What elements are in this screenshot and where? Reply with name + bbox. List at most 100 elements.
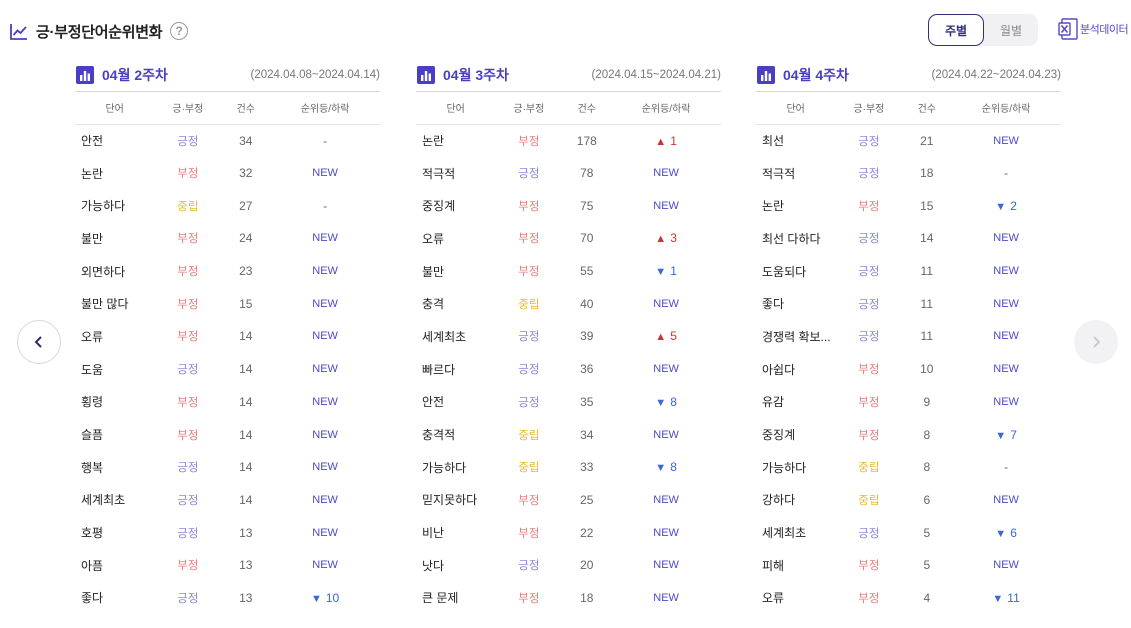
rank-change-cell: NEW (270, 353, 380, 386)
word-cell: 아픔 (81, 558, 104, 573)
word-cell: 최선 (762, 134, 785, 149)
table-row: 믿지못하다 부정 25 NEW (416, 484, 721, 517)
next-button[interactable] (1074, 320, 1118, 364)
export-data-button[interactable]: 분석데이터 (1058, 18, 1129, 40)
table-row: 충격적 중립 34 NEW (416, 418, 721, 451)
sentiment-cell: 부정 (177, 233, 199, 246)
rank-table: 단어 긍·부정 건수 순위등/하락 논란 부정 178 ▲ 1 적극적 긍정 78 NEW 중징계 부정 75… (416, 92, 721, 614)
sentiment-cell: 긍정 (177, 462, 199, 475)
rank-down-icon: ▼ (995, 200, 1007, 213)
sentiment-cell: 긍정 (518, 396, 540, 409)
rank-value: NEW (312, 428, 338, 441)
rank-change-cell: NEW (951, 549, 1061, 582)
period-toggle: 주별 월별 (928, 14, 1038, 46)
table-row: 도움되다 긍정 11 NEW (756, 255, 1061, 288)
rank-down-icon: ▼ (655, 396, 667, 409)
rank-value: NEW (993, 493, 1019, 506)
rank-down-icon: ▼ (995, 429, 1007, 442)
sentiment-cell: 중립 (518, 298, 540, 311)
table-row: 논란 부정 15 ▼ 2 (756, 189, 1061, 222)
rank-change-cell: - (270, 189, 380, 222)
count-cell: 20 (580, 558, 594, 573)
sentiment-cell: 부정 (518, 135, 540, 148)
rank-change-cell: NEW (951, 484, 1061, 517)
table-row: 불만 부정 55 ▼ 1 (416, 255, 721, 288)
word-cell: 아쉽다 (762, 362, 796, 377)
period-monthly-button[interactable]: 월별 (999, 23, 1023, 38)
rank-value: NEW (653, 428, 679, 441)
rank-change-cell: NEW (611, 549, 721, 582)
table-row: 유감 부정 9 NEW (756, 386, 1061, 419)
table-row: 낫다 긍정 20 NEW (416, 549, 721, 582)
column-header-count: 건수 (562, 92, 612, 125)
word-cell: 외면하다 (81, 264, 126, 279)
table-row: 빠르다 긍정 36 NEW (416, 353, 721, 386)
table-row: 중징계 부정 8 ▼ 7 (756, 418, 1061, 451)
word-cell: 세계최초 (762, 526, 807, 541)
rank-change-cell: NEW (951, 320, 1061, 353)
rank-value: NEW (312, 167, 338, 180)
rank-down-icon: ▼ (655, 266, 667, 279)
table-row: 외면하다 부정 23 NEW (75, 255, 380, 288)
rank-value: 2 (1010, 198, 1017, 213)
count-cell: 10 (920, 362, 934, 377)
rank-change-cell: NEW (270, 287, 380, 320)
rank-change-cell: ▲ 3 (611, 222, 721, 255)
word-cell: 큰 문제 (422, 591, 459, 606)
rank-change-cell: NEW (270, 386, 380, 419)
word-cell: 불만 (422, 264, 445, 279)
count-cell: 70 (580, 231, 594, 246)
rank-value: 7 (1010, 427, 1017, 442)
rank-change-cell: NEW (270, 157, 380, 190)
widget-header: 긍·부정단어순위변화 ? (10, 17, 189, 45)
sentiment-cell: 부정 (518, 494, 540, 507)
previous-button[interactable] (17, 320, 61, 364)
table-row: 오류 부정 14 NEW (75, 320, 380, 353)
rank-table: 단어 긍·부정 건수 순위등/하락 최선 긍정 21 NEW 적극적 긍정 18- 논란 부정 15 ▼ 2 최… (756, 92, 1061, 614)
rank-change-cell: NEW (611, 484, 721, 517)
panel-header: 04월 2주차 (2024.04.08~2024.04.14) (75, 58, 380, 92)
count-cell: 14 (239, 362, 253, 377)
count-cell: 78 (580, 166, 594, 181)
date-range: (2024.04.15~2024.04.21) (591, 68, 722, 81)
sentiment-cell: 부정 (177, 266, 199, 279)
rank-value: 8 (670, 394, 677, 409)
rank-change-cell: ▼ 10 (270, 582, 380, 615)
sentiment-cell: 부정 (858, 560, 880, 573)
rank-change-cell: ▼ 8 (611, 386, 721, 419)
rank-value: 1 (670, 133, 677, 148)
trend-line-icon (10, 24, 27, 40)
rank-change-cell: NEW (611, 516, 721, 549)
sentiment-cell: 긍정 (177, 494, 199, 507)
word-cell: 안전 (422, 395, 445, 410)
count-cell: 23 (239, 264, 253, 279)
count-cell: 18 (920, 166, 934, 181)
rank-change-cell: NEW (270, 516, 380, 549)
word-cell: 유감 (762, 395, 785, 410)
word-cell: 충격적 (422, 428, 456, 443)
column-header-sentiment: 긍·부정 (835, 92, 903, 125)
rank-value: - (323, 198, 328, 213)
word-cell: 불만 많다 (81, 297, 129, 312)
rank-change-cell: NEW (611, 189, 721, 222)
sentiment-cell: 긍정 (858, 168, 880, 181)
help-icon[interactable]: ? (170, 22, 189, 40)
word-cell: 세계최초 (422, 329, 467, 344)
rank-change-cell: NEW (951, 124, 1061, 157)
table-row: 큰 문제 부정 18 NEW (416, 582, 721, 615)
period-weekly-button[interactable]: 주별 (928, 14, 984, 46)
sentiment-cell: 부정 (177, 396, 199, 409)
count-cell: 8 (923, 460, 931, 475)
table-row: 아쉽다 부정 10 NEW (756, 353, 1061, 386)
chevron-right-icon (1093, 336, 1101, 348)
rank-change-cell: NEW (951, 255, 1061, 288)
count-cell: 11 (920, 296, 934, 311)
count-cell: 15 (920, 198, 934, 213)
rank-change-cell: ▼ 1 (611, 255, 721, 288)
sentiment-cell: 중립 (858, 462, 880, 475)
column-header-rank: 순위등/하락 (611, 92, 721, 125)
column-header-count: 건수 (221, 92, 271, 125)
rank-value: NEW (653, 559, 679, 572)
word-cell: 오류 (762, 591, 785, 606)
word-cell: 강하다 (762, 493, 796, 508)
